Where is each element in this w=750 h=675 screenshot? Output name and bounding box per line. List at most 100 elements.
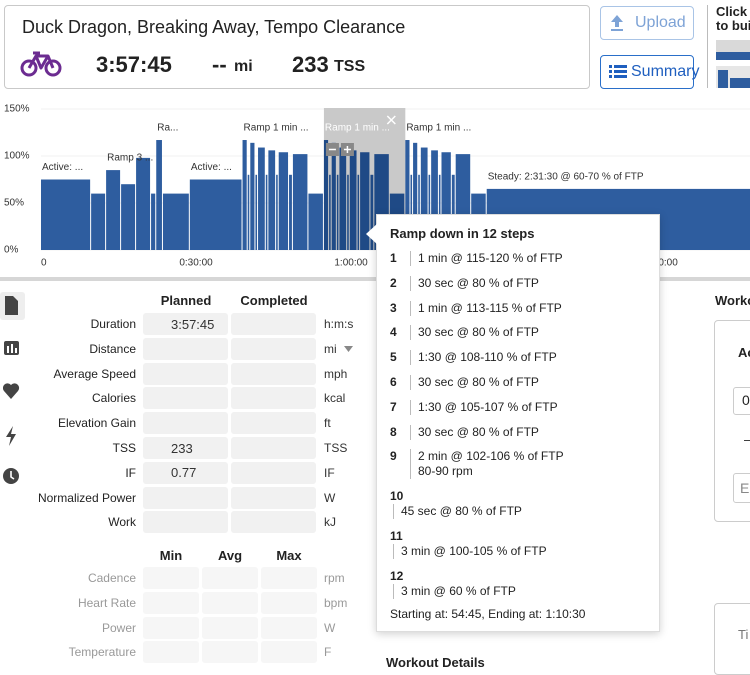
step-bar: [410, 350, 411, 366]
completed-field[interactable]: [231, 437, 316, 459]
planned-field[interactable]: [143, 486, 228, 509]
range-field[interactable]: [143, 591, 199, 614]
planned-value: 0.77: [171, 465, 197, 481]
range-field[interactable]: [202, 567, 258, 589]
right-field[interactable]: E: [733, 473, 750, 503]
x-tick-label: 0: [41, 258, 47, 269]
planned-field[interactable]: [143, 387, 228, 410]
interval-bar: [258, 147, 265, 250]
planned-field[interactable]: [143, 337, 228, 360]
row-label: TSS: [112, 441, 136, 455]
range-field[interactable]: [202, 641, 258, 664]
builder-thumb[interactable]: [716, 66, 750, 88]
interval-bar: [91, 193, 106, 250]
summary-button[interactable]: Summary: [600, 55, 699, 89]
interval-bar: [278, 152, 289, 250]
range-field[interactable]: [261, 567, 317, 589]
range-field[interactable]: [143, 567, 199, 589]
row-label: IF: [125, 465, 136, 480]
interval-bar: [106, 170, 121, 250]
y-tick-label: 0%: [4, 245, 19, 256]
interval-bar: [357, 174, 360, 250]
planned-field[interactable]: [143, 412, 228, 435]
row-unit: h:m:s: [324, 317, 354, 331]
builder-thumb[interactable]: [716, 40, 750, 60]
range-field[interactable]: [202, 591, 258, 614]
interval-bar: [189, 179, 242, 250]
interval-tooltip: Ramp down in 12 steps Starting at: 54:45…: [366, 214, 660, 632]
upload-button[interactable]: Upload: [600, 6, 694, 40]
completed-field[interactable]: [231, 337, 316, 360]
step-text: 30 sec @ 80 % of FTP: [418, 424, 539, 439]
interval-label: Steady: 2:31:30 @ 60-70 % of FTP: [488, 172, 644, 183]
row-label: Normalized Power: [37, 490, 136, 505]
interval-bar: [247, 174, 250, 250]
divider: [707, 5, 708, 88]
step-bar: [410, 325, 411, 341]
interval-bar: [339, 147, 347, 250]
step-text: 3 min @ 60 % of FTP: [401, 584, 516, 599]
interval-bar: [349, 150, 357, 250]
range-field[interactable]: [143, 641, 199, 664]
interval-label: Ramp 1 min ...: [406, 123, 471, 134]
zoom-icons: [328, 146, 351, 153]
completed-field[interactable]: [231, 486, 316, 509]
interval-bar: [308, 193, 323, 250]
interval-bar: [329, 174, 331, 250]
interval-bar: [323, 140, 329, 250]
step-bar: [410, 424, 411, 440]
interval-bar: [451, 174, 455, 250]
interval-labels: Active: ... Ramp 3 ... Ra... Active: ... Ram…: [42, 123, 644, 183]
completed-field[interactable]: [231, 362, 316, 385]
planned-field[interactable]: 0.77: [143, 461, 228, 484]
duration: 3:57:45: [96, 52, 172, 77]
planned-field[interactable]: [143, 362, 228, 385]
completed-field[interactable]: [231, 387, 316, 410]
interval-bar: [441, 152, 451, 250]
row-label: Average Speed: [53, 366, 136, 381]
completed-field[interactable]: [231, 412, 316, 435]
range-field[interactable]: [261, 616, 317, 639]
interval-bar: [413, 142, 418, 250]
step-text: 1:30 @ 105-107 % of FTP: [418, 399, 558, 414]
interval-bar: [156, 140, 162, 250]
x-tick-label: 0:30:00: [179, 258, 213, 269]
tooltip-footer: Starting at: 54:45, Ending at: 1:10:30: [390, 607, 586, 621]
range-field[interactable]: [261, 641, 317, 664]
interval-bar: [250, 142, 255, 250]
completed-field[interactable]: [231, 313, 316, 335]
range-field[interactable]: [261, 591, 317, 614]
range-field[interactable]: [143, 616, 199, 639]
row-unit: F: [324, 645, 332, 660]
planned-field[interactable]: 3:57:45: [143, 313, 228, 335]
step-number: 8: [390, 424, 397, 439]
step-text: 1:30 @ 108-110 % of FTP: [418, 350, 557, 365]
right-dash: –: [744, 432, 750, 447]
right-field[interactable]: 0: [733, 387, 750, 415]
y-tick-label: 50%: [4, 198, 24, 209]
dropdown[interactable]: [344, 345, 354, 353]
tss-unit: TSS: [334, 58, 366, 75]
range-field[interactable]: [202, 616, 258, 639]
interval-bar: [276, 174, 278, 250]
x-tick-label: 2:00:00: [644, 258, 678, 269]
completed-field[interactable]: [231, 511, 316, 534]
completed-field[interactable]: [231, 461, 316, 484]
row-unit: mi: [324, 341, 337, 356]
row-label: Duration: [90, 317, 136, 331]
tab-icons[interactable]: [3, 296, 21, 486]
row-unit: rpm: [324, 571, 345, 585]
interval-bar: [370, 174, 374, 250]
planned-field[interactable]: 233: [143, 437, 228, 459]
row-label: Work: [108, 515, 136, 530]
interval-bar: [268, 150, 276, 250]
step-number: 11: [390, 529, 403, 544]
right-field-label: Ti: [738, 627, 749, 642]
icon-bar: [0, 290, 26, 490]
list-icon: [609, 65, 627, 78]
interval-label: Ra...: [157, 123, 178, 134]
planned-field[interactable]: [143, 511, 228, 534]
step-bar: [410, 375, 411, 390]
row-label: Temperature: [68, 645, 136, 660]
